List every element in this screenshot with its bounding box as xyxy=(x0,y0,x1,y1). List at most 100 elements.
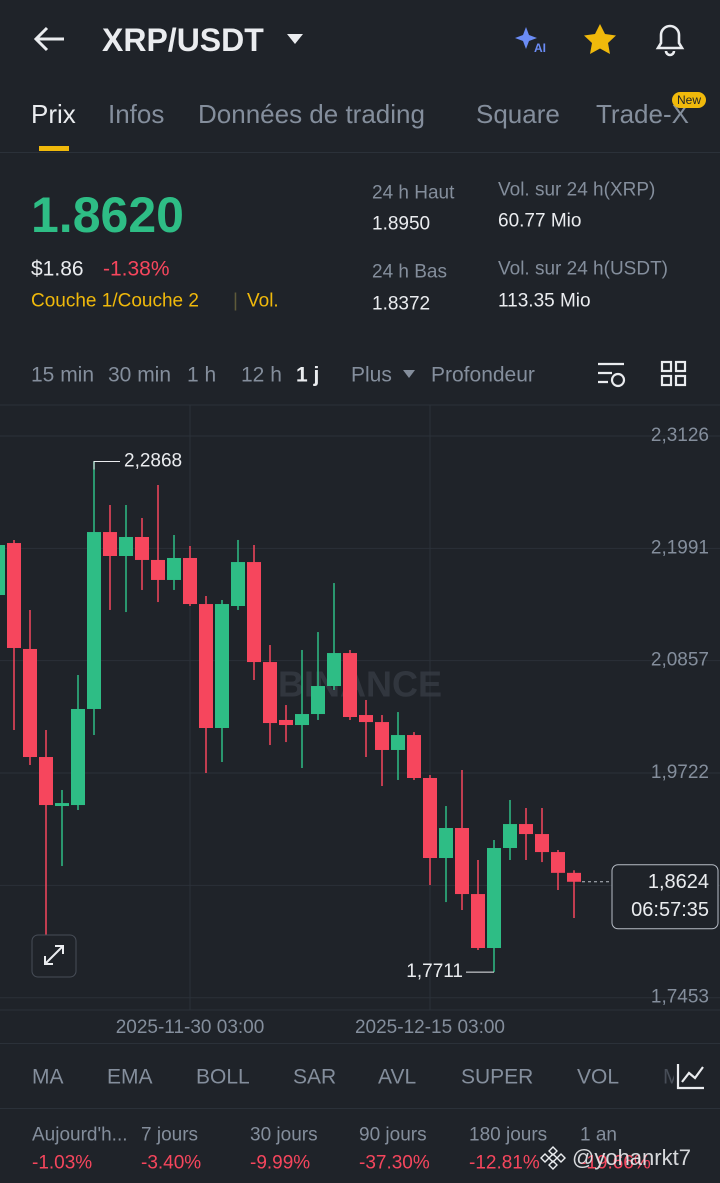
candle-body xyxy=(487,848,501,949)
divider xyxy=(0,152,720,153)
x-tick-label: 2025-12-15 03:00 xyxy=(355,1017,505,1038)
interval[interactable]: Profondeur xyxy=(431,363,535,387)
perf-label: 7 jours xyxy=(141,1124,199,1146)
interval[interactable]: 15 min xyxy=(31,363,95,387)
candle-body xyxy=(71,708,85,806)
candle-body xyxy=(151,559,165,580)
interval[interactable]: Plus xyxy=(351,363,392,387)
candle-body xyxy=(295,714,309,726)
back-icon[interactable] xyxy=(32,24,68,54)
candle-body xyxy=(343,653,357,718)
usd-price: $1.86 xyxy=(31,257,84,281)
tab-indicator xyxy=(39,146,69,151)
perf-label: 180 jours xyxy=(469,1124,548,1146)
svg-text:AI: AI xyxy=(534,41,546,54)
candle-body xyxy=(263,662,277,724)
new-badge: New xyxy=(672,92,707,108)
indicator[interactable]: SAR xyxy=(293,1065,337,1089)
last-price-label: 1,8624 xyxy=(648,871,709,893)
interval[interactable]: 1 j xyxy=(296,363,320,387)
candle-body xyxy=(23,648,37,758)
settings-icon[interactable] xyxy=(596,360,628,390)
dropdown-icon[interactable] xyxy=(286,32,304,46)
candle-body xyxy=(0,545,5,596)
last-price: 1.8620 xyxy=(31,187,184,243)
candle-body xyxy=(119,536,133,557)
interval[interactable]: 1 h xyxy=(187,363,217,387)
candle-body xyxy=(39,757,53,806)
indicator[interactable]: AVL xyxy=(378,1065,417,1089)
y-tick-label: 2,3126 xyxy=(651,425,709,446)
candle-body xyxy=(503,824,517,849)
candle-body xyxy=(407,735,421,779)
candle-body xyxy=(311,686,325,715)
stat-value: 60.77 Mio xyxy=(498,210,582,232)
stat-value: 1.8950 xyxy=(372,213,431,235)
countdown: 06:57:35 xyxy=(631,899,709,921)
perf-label: 30 jours xyxy=(250,1124,318,1146)
candle-body xyxy=(455,828,469,895)
divider xyxy=(0,1043,720,1044)
max-marker xyxy=(93,461,120,470)
candle-body xyxy=(247,562,261,663)
indicator[interactable]: BOLL xyxy=(196,1065,250,1089)
perf-label: Aujourd'h... xyxy=(32,1124,128,1146)
tab[interactable]: Infos xyxy=(108,99,165,129)
pair-title[interactable]: XRP/USDT xyxy=(102,22,264,58)
favorite-icon[interactable] xyxy=(582,22,618,56)
stat-value: 1.8372 xyxy=(372,293,431,315)
watermark: BINANCE xyxy=(278,664,442,705)
indicator[interactable]: VOL xyxy=(577,1065,620,1089)
perf-value: -9.99% xyxy=(250,1152,311,1174)
x-tick-label: 2025-11-30 03:00 xyxy=(116,1017,265,1038)
candle-body xyxy=(327,653,341,687)
layout-icon[interactable] xyxy=(660,360,688,388)
stat-label: Vol. sur 24 h(XRP) xyxy=(498,179,656,201)
stat-label: Vol. sur 24 h(USDT) xyxy=(498,258,668,280)
expand-button[interactable] xyxy=(31,934,77,978)
interval[interactable]: 30 min xyxy=(108,363,172,387)
chart-settings-icon[interactable] xyxy=(674,1060,708,1092)
y-tick-label: 1,9722 xyxy=(651,762,709,783)
ai-icon[interactable]: AI xyxy=(514,24,550,54)
vol-tag[interactable]: Vol. xyxy=(247,290,279,312)
y-tick-label: 2,1991 xyxy=(651,537,709,558)
indicator[interactable]: MA xyxy=(32,1065,64,1089)
bell-icon[interactable] xyxy=(652,20,688,58)
perf-value: -3.40% xyxy=(141,1152,202,1174)
indicator[interactable]: EMA xyxy=(107,1065,153,1089)
tab[interactable]: Square xyxy=(476,99,560,129)
candle-body xyxy=(167,557,181,580)
perf-value: -37.30% xyxy=(359,1152,430,1174)
candle-body xyxy=(535,834,549,853)
candle-body xyxy=(423,778,437,859)
perf-value: -19.66% xyxy=(580,1152,651,1174)
min-label: 1,7711 xyxy=(406,961,463,982)
tab[interactable]: Prix xyxy=(31,99,76,129)
tab[interactable]: Données de trading xyxy=(198,99,425,129)
stat-label: 24 h Haut xyxy=(372,182,455,204)
candle-body xyxy=(215,604,229,728)
interval[interactable]: 12 h xyxy=(241,363,282,387)
candle-body xyxy=(199,604,213,728)
user-watermark: @yohanrkt7 xyxy=(572,1145,691,1170)
candle-body xyxy=(471,894,485,949)
perf-label: 1 an xyxy=(580,1124,617,1146)
candle-body xyxy=(7,543,21,648)
stat-label: 24 h Bas xyxy=(372,261,447,283)
last-price-box xyxy=(611,864,719,930)
indicator[interactable]: SUPER xyxy=(461,1065,534,1089)
candle-body xyxy=(279,719,293,726)
separator: | xyxy=(233,290,238,312)
max-label: 2,2868 xyxy=(124,451,182,472)
layer-tag[interactable]: Couche 1/Couche 2 xyxy=(31,290,199,312)
candle-body xyxy=(519,824,533,835)
binance-logo xyxy=(540,1146,566,1170)
stat-value: 113.35 Mio xyxy=(498,290,591,312)
candle-body xyxy=(391,735,405,750)
candle-body xyxy=(231,562,245,607)
candle-body xyxy=(87,532,101,709)
candle-body xyxy=(551,852,565,873)
